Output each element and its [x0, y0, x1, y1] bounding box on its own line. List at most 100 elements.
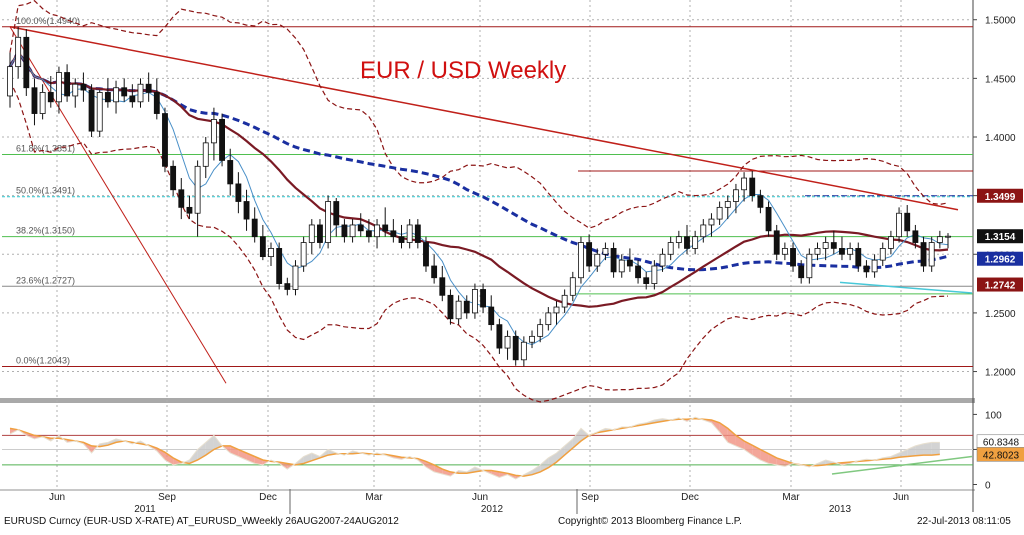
price-badge-label: 1.2742	[985, 281, 1016, 292]
candle	[390, 219, 397, 243]
candle	[765, 201, 772, 237]
candle	[317, 219, 323, 249]
candle	[928, 236, 935, 272]
oscillator-fill	[899, 449, 908, 458]
candle	[814, 242, 821, 261]
candle-body	[814, 248, 821, 255]
candle-body	[447, 294, 454, 320]
candle	[798, 260, 805, 284]
oscillator-trend-line	[831, 455, 973, 475]
oscillator-fill	[213, 435, 223, 450]
candle	[31, 78, 38, 126]
oscillator-fill	[238, 449, 247, 460]
candle	[945, 233, 951, 249]
candle-body	[398, 236, 405, 243]
candle	[137, 78, 144, 108]
indicator-badge	[976, 447, 1024, 462]
candle	[659, 248, 666, 272]
candle	[251, 207, 258, 243]
price-badge	[977, 188, 1023, 203]
candle	[700, 219, 707, 243]
candle-body	[798, 265, 805, 279]
oscillator-fill	[425, 461, 435, 472]
candle-body	[741, 177, 748, 191]
oscillator-fill	[107, 438, 117, 446]
candle	[439, 266, 446, 302]
candle-body	[414, 224, 421, 243]
candle-body	[504, 335, 511, 349]
candle-body	[520, 341, 527, 361]
candle-body	[129, 95, 136, 103]
moving-average-red	[9, 49, 949, 308]
candle	[349, 219, 356, 243]
candle-body	[569, 277, 576, 296]
candle-body	[945, 235, 951, 238]
price-badge-label: 1.2962	[985, 255, 1016, 266]
candle	[162, 107, 168, 173]
candle	[757, 189, 764, 214]
month-label: Dec	[259, 492, 277, 503]
oscillator-fill	[91, 443, 100, 453]
candle	[325, 195, 332, 249]
candle	[219, 113, 225, 167]
candle-body	[365, 230, 372, 238]
candle-body	[406, 224, 413, 243]
oscillator-fill	[246, 452, 255, 464]
candle-body	[684, 236, 690, 249]
candle-body	[700, 224, 707, 238]
candle-body	[374, 224, 380, 238]
candle	[871, 254, 878, 278]
candle-body	[904, 212, 911, 232]
candle	[610, 242, 617, 278]
candle	[56, 66, 62, 114]
cyan-support-line	[839, 281, 973, 294]
candle	[904, 205, 911, 237]
candle	[553, 301, 560, 325]
candle	[684, 224, 690, 255]
candle	[569, 271, 576, 302]
indicator-badge-label: 42.8023	[983, 450, 1020, 461]
candle	[586, 234, 593, 272]
candle-body	[202, 142, 209, 167]
candle	[830, 230, 837, 255]
candle-body	[284, 283, 291, 290]
candle-body	[896, 212, 902, 238]
candle-body	[259, 236, 266, 258]
price-badge	[977, 277, 1023, 292]
candle	[847, 242, 854, 261]
candle	[170, 160, 177, 196]
oscillator-fill	[768, 453, 777, 465]
candle	[626, 248, 633, 272]
indicator-tick-label: 0	[985, 480, 991, 491]
candle	[365, 219, 372, 243]
candle	[284, 277, 291, 296]
indicator-tick-label: 100	[985, 410, 1002, 421]
price-tick-label: 1.4500	[985, 74, 1016, 85]
candle-body	[463, 300, 470, 314]
candle	[194, 160, 201, 237]
candle	[235, 172, 242, 214]
candle	[15, 26, 22, 79]
indicator-badge-label: 60.8348	[983, 438, 1020, 449]
candle-body	[675, 236, 682, 243]
candle	[879, 242, 886, 266]
candle	[300, 236, 307, 272]
candle	[692, 230, 699, 255]
candle	[839, 236, 845, 261]
candle-body	[145, 83, 152, 93]
candle	[113, 80, 119, 114]
candle	[39, 84, 46, 120]
candle-body	[7, 66, 13, 97]
price-badge	[977, 229, 1023, 244]
candle	[104, 78, 111, 108]
candle-body	[31, 87, 38, 114]
candle-body	[121, 87, 128, 97]
candle	[537, 318, 544, 343]
candle-body	[529, 335, 535, 343]
candle-body	[781, 248, 788, 255]
candle	[724, 195, 731, 220]
candle	[121, 78, 128, 102]
candle	[243, 189, 250, 231]
